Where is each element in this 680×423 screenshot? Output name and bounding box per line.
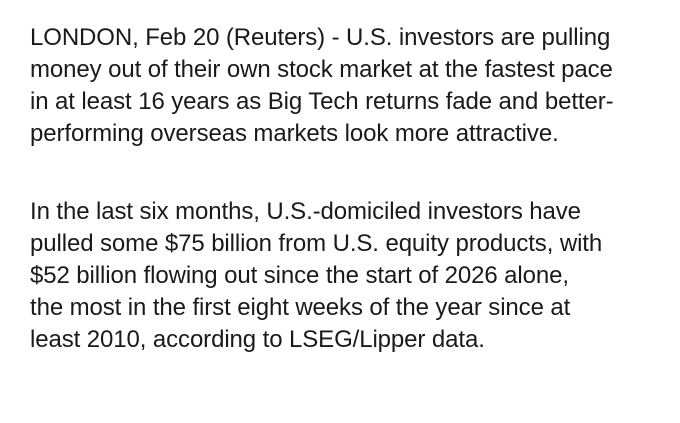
article-paragraph-2: In the last six months, U.S.-domiciled i… xyxy=(30,196,670,356)
paragraph-spacer xyxy=(30,150,670,196)
paragraph-line: the most in the first eight weeks of the… xyxy=(30,294,571,321)
paragraph-line: least 2010, according to LSEG/Lipper dat… xyxy=(30,326,485,353)
paragraph-line: pulled some $75 billion from U.S. equity… xyxy=(30,230,603,257)
article-body: LONDON, Feb 20 (Reuters) - U.S. investor… xyxy=(30,22,670,356)
paragraph-line: performing overseas markets look more at… xyxy=(30,120,559,147)
paragraph-line: $52 billion flowing out since the start … xyxy=(30,262,569,289)
paragraph-line: money out of their own stock market at t… xyxy=(30,56,613,83)
paragraph-line: in at least 16 years as Big Tech returns… xyxy=(30,88,614,115)
paragraph-line: In the last six months, U.S.-domiciled i… xyxy=(30,198,581,225)
article-paragraph-1: LONDON, Feb 20 (Reuters) - U.S. investor… xyxy=(30,22,670,150)
paragraph-line: LONDON, Feb 20 (Reuters) - U.S. investor… xyxy=(30,24,611,51)
